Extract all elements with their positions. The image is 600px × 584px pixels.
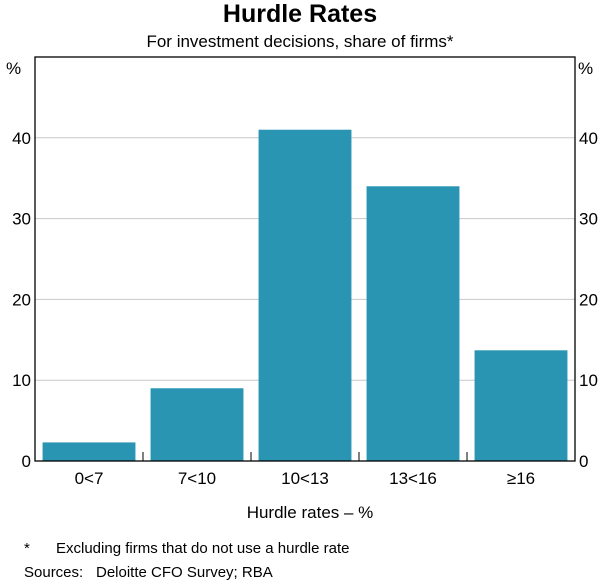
x-tick-label: 13<16 [389,469,437,488]
y-tick-label-right: 10 [579,371,598,390]
y-tick-label-left: 0 [22,452,31,471]
y-tick-label-left: 10 [12,371,31,390]
y-tick-label-right: 0 [579,452,588,471]
footnote-sources-label: Sources: [24,564,84,581]
x-axis-label: Hurdle rates – % [246,503,374,522]
y-tick-label-left: 30 [12,210,31,229]
y-tick-label-right: 20 [579,290,598,309]
x-tick-label: 0<7 [75,469,104,488]
y-tick-label-right: 40 [579,129,598,148]
y-axis-unit-left: % [6,59,22,78]
bar-≥16 [474,350,568,461]
x-tick-label: 10<13 [281,469,329,488]
bar-13<16 [366,186,460,461]
x-tick-label: ≥16 [507,469,535,488]
y-tick-label-left: 40 [12,129,31,148]
bar-7<10 [150,388,244,461]
bar-0<7 [42,442,136,461]
footnote-asterisk-mark: * [24,540,30,557]
plot-frame [34,56,576,462]
footnote-asterisk-text: Excluding firms that do not use a hurdle… [56,540,350,557]
x-tick-label: 7<10 [178,469,216,488]
y-tick-label-left: 20 [12,290,31,309]
footnote-sources-text: Deloitte CFO Survey; RBA [96,564,273,581]
bar-10<13 [258,129,352,461]
chart-subtitle: For investment decisions, share of firms… [146,32,454,51]
chart-title: Hurdle Rates [222,0,378,28]
y-axis-unit-right: % [578,59,594,78]
y-tick-label-right: 30 [579,210,598,229]
